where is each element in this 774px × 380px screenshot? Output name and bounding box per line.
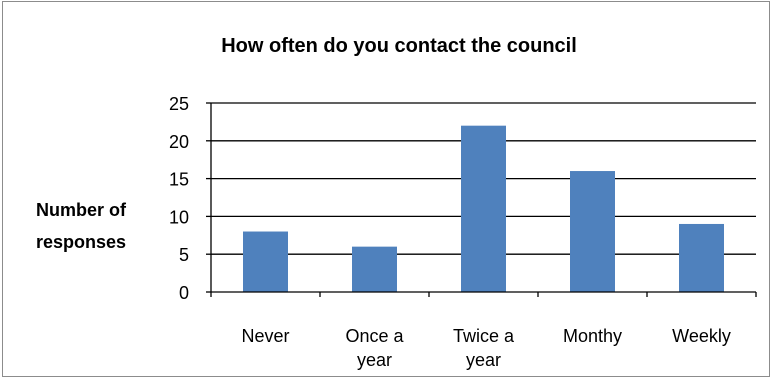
bar (461, 125, 506, 293)
x-tick-label: Once a year (345, 326, 404, 370)
y-tick-label: 25 (169, 94, 189, 114)
x-tick-label: Monthy (563, 326, 622, 346)
x-tick-label-line: Once a (345, 326, 404, 346)
bar (679, 223, 724, 292)
x-tick-label-line: Weekly (672, 326, 731, 346)
bars (243, 125, 724, 293)
bar (570, 171, 615, 292)
x-tick-label: Twice a year (453, 326, 515, 370)
x-tick-label: Never (241, 326, 289, 346)
x-tick-label-line: Twice a (453, 326, 515, 346)
y-axis-label-line: responses (36, 232, 126, 252)
bar (352, 246, 397, 292)
chart-title: How often do you contact the council (221, 35, 577, 57)
bar (243, 231, 288, 292)
bar-chart: How often do you contact the council Num… (36, 35, 757, 370)
x-tick-label-line: year (466, 350, 501, 370)
y-axis-label-line: Number of (36, 200, 127, 220)
x-tick-label-line: year (357, 350, 392, 370)
x-tick-labels: Never Once a year Twice a year Monthy Weekly (241, 326, 730, 370)
y-axis-label-text: Number of responses (36, 200, 127, 252)
x-tick-label-line: Monthy (563, 326, 622, 346)
y-tick-label: 0 (179, 283, 189, 303)
y-tick-labels: 0 5 10 15 20 25 (169, 94, 189, 303)
y-tick-label: 5 (179, 245, 189, 265)
x-tick-label: Weekly (672, 326, 731, 346)
y-axis-label: Number of responses (36, 200, 127, 252)
x-tick-label-line: Never (241, 326, 289, 346)
axes (206, 102, 757, 297)
y-tick-label: 20 (169, 132, 189, 152)
y-tick-label: 10 (169, 207, 189, 227)
y-tick-label: 15 (169, 170, 189, 190)
